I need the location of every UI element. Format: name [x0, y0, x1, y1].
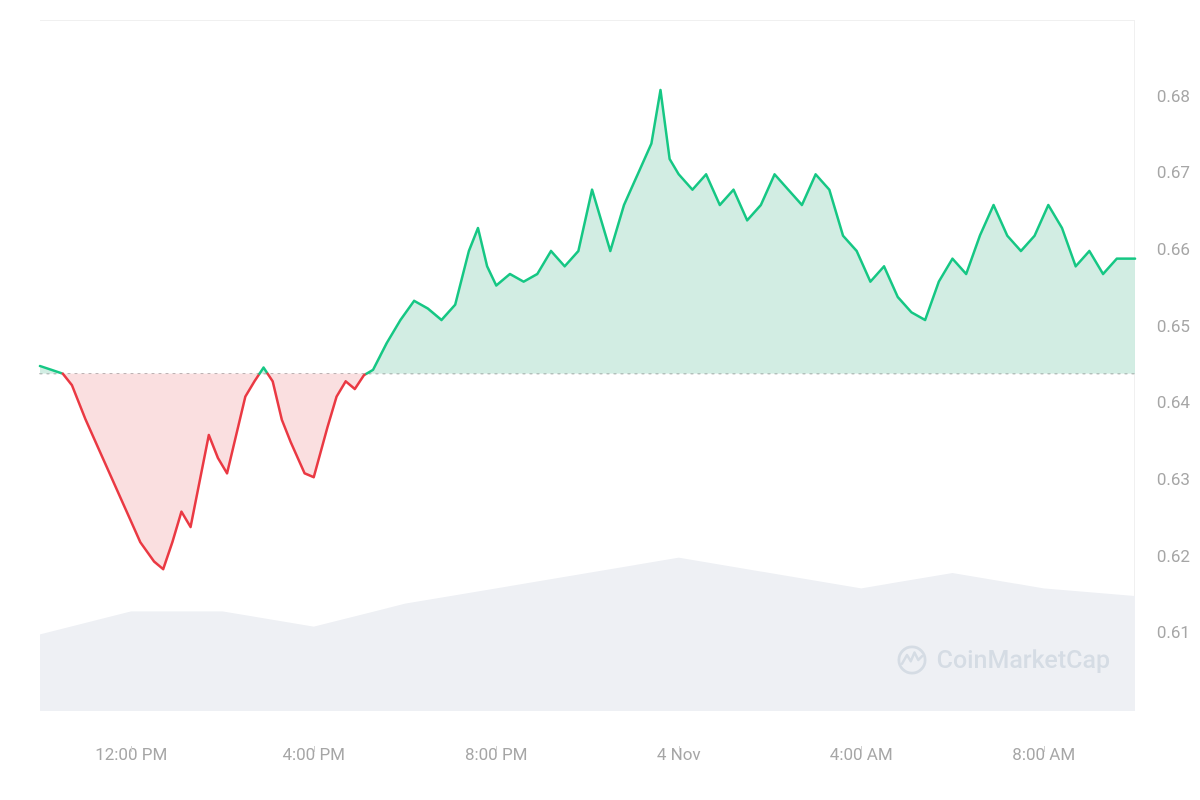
x-tick: [861, 746, 862, 752]
x-axis: 12:00 PM4:00 PM8:00 PM4 Nov4:00 AM8:00 A…: [40, 745, 1135, 775]
watermark-text: CoinMarketCap: [937, 646, 1110, 675]
y-axis-label: 0.67: [1157, 163, 1190, 183]
y-axis-label: 0.61: [1157, 623, 1190, 643]
x-tick: [131, 746, 132, 752]
x-tick: [314, 746, 315, 752]
y-axis-label: 0.64: [1157, 393, 1190, 413]
x-tick: [1044, 746, 1045, 752]
y-axis-label: 0.62: [1157, 547, 1190, 567]
y-axis-label: 0.65: [1157, 317, 1190, 337]
y-axis-label: 0.68: [1157, 87, 1190, 107]
y-axis-label: 0.63: [1157, 470, 1190, 490]
price-chart-svg: [40, 21, 1134, 710]
y-axis-label: 0.66: [1157, 240, 1190, 260]
y-axis: 0.61 0.62 0.63 0.64 0.65 0.66 0.67 0.68: [1135, 20, 1190, 710]
x-tick: [496, 746, 497, 752]
x-tick: [679, 746, 680, 752]
watermark: CoinMarketCap: [897, 645, 1110, 675]
coinmarketcap-icon: [897, 645, 927, 675]
chart-area: [40, 20, 1135, 710]
